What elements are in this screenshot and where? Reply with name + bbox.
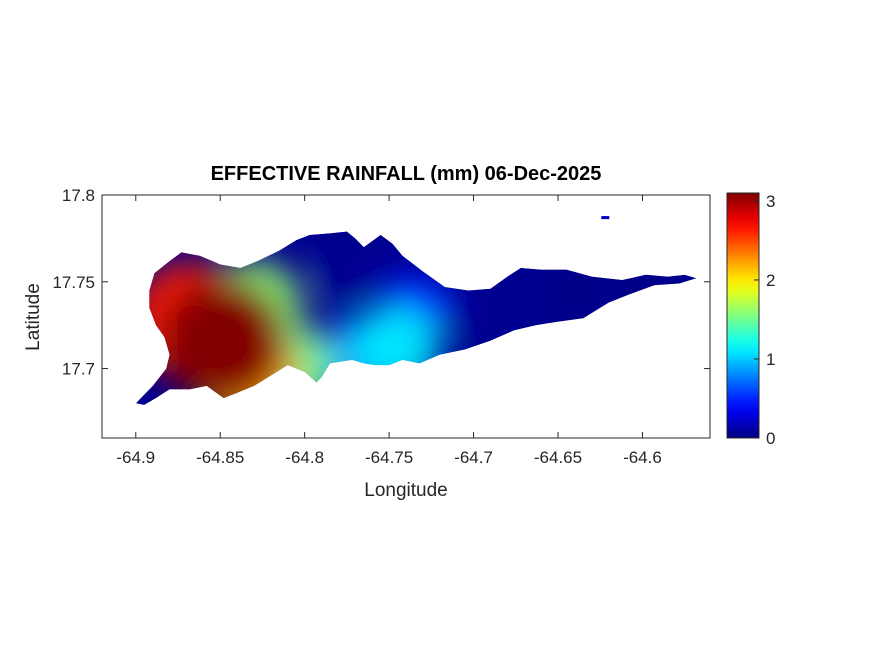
rainfall-hotspot xyxy=(612,260,673,321)
rainfall-hotspot xyxy=(355,305,440,390)
axes-box xyxy=(101,194,711,439)
rainfall-hotspot xyxy=(443,277,505,339)
colorbar-tick-label: 0 xyxy=(766,429,775,448)
colorbar-tick-label: 3 xyxy=(766,192,775,211)
y-tick-label: 17.75 xyxy=(52,273,95,292)
x-tick-label: -64.8 xyxy=(285,448,324,467)
x-axis-label: Longitude xyxy=(364,480,448,501)
rainfall-hotspot xyxy=(316,242,378,304)
y-tick-label: 17.8 xyxy=(62,186,95,205)
y-tick-label: 17.7 xyxy=(62,360,95,379)
colorbar-tick-label: 2 xyxy=(766,271,775,290)
rainfall-hotspot-core xyxy=(188,305,259,376)
colorbar-tick-label: 1 xyxy=(766,350,775,369)
x-tick-label: -64.75 xyxy=(365,448,413,467)
islet-layer xyxy=(601,216,610,220)
x-tick-label: -64.6 xyxy=(623,448,662,467)
colorbar-ticks: 0 1 2 3 xyxy=(754,192,775,448)
rainfall-field xyxy=(135,231,697,405)
colorbar xyxy=(727,193,759,438)
x-tick-label: -64.7 xyxy=(454,448,493,467)
x-axis-ticks: -64.9 -64.85 -64.8 -64.75 -64.7 -64.65 -64.6 xyxy=(116,195,662,467)
x-tick-label: -64.85 xyxy=(196,448,244,467)
y-axis-ticks: 17.7 17.75 17.8 xyxy=(52,186,710,379)
x-tick-label: -64.9 xyxy=(116,448,155,467)
chart-title: EFFECTIVE RAINFALL (mm) 06-Dec-2025 xyxy=(210,163,602,185)
rainfall-hotspot xyxy=(544,260,606,321)
y-axis-label: Latitude xyxy=(23,283,44,351)
x-tick-label: -64.65 xyxy=(534,448,582,467)
colorbar-border xyxy=(726,192,760,439)
islet xyxy=(601,216,610,220)
